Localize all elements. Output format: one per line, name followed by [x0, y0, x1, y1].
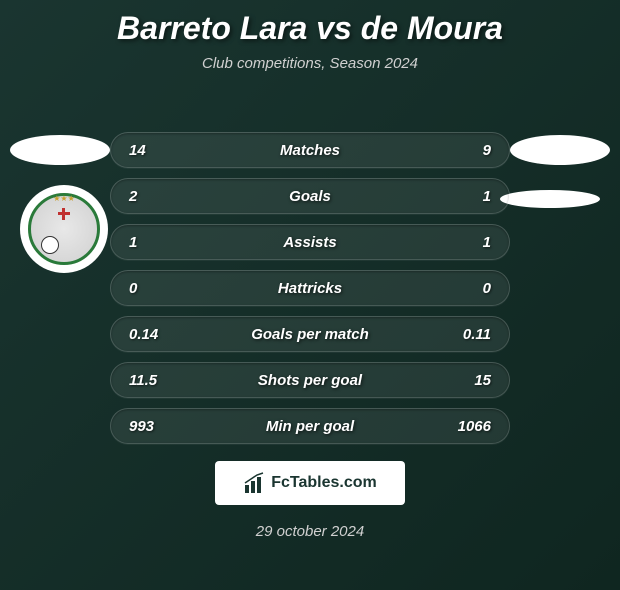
stat-row: 0.14 Goals per match 0.11 — [110, 316, 510, 352]
subtitle: Club competitions, Season 2024 — [0, 55, 620, 72]
stat-right-value: 9 — [451, 142, 491, 159]
date-text: 29 october 2024 — [256, 523, 364, 540]
stat-left-value: 2 — [129, 188, 169, 205]
stat-row: 11.5 Shots per goal 15 — [110, 362, 510, 398]
badge-cross-icon — [58, 208, 70, 220]
stat-label: Hattricks — [278, 280, 342, 297]
page-title: Barreto Lara vs de Moura — [0, 10, 620, 47]
stat-left-value: 993 — [129, 418, 169, 435]
chart-icon — [243, 471, 267, 495]
stat-left-value: 1 — [129, 234, 169, 251]
stat-row: 0 Hattricks 0 — [110, 270, 510, 306]
stat-right-value: 0.11 — [451, 326, 491, 343]
stat-row: 993 Min per goal 1066 — [110, 408, 510, 444]
stat-row: 2 Goals 1 — [110, 178, 510, 214]
stat-left-value: 11.5 — [129, 372, 169, 389]
badge-inner — [28, 193, 100, 265]
stat-label: Goals — [289, 188, 331, 205]
stat-label: Matches — [280, 142, 340, 159]
stat-left-value: 14 — [129, 142, 169, 159]
stat-row: 1 Assists 1 — [110, 224, 510, 260]
stat-right-value: 15 — [451, 372, 491, 389]
stats-container: 14 Matches 9 2 Goals 1 1 Assists 1 0 Hat… — [110, 132, 510, 454]
stat-row: 14 Matches 9 — [110, 132, 510, 168]
stat-left-value: 0.14 — [129, 326, 169, 343]
player-right-avatar — [510, 135, 610, 165]
stat-label: Goals per match — [251, 326, 369, 343]
stat-label: Assists — [283, 234, 336, 251]
stat-right-value: 1 — [451, 188, 491, 205]
stat-right-value: 1066 — [451, 418, 491, 435]
player-left-avatar — [10, 135, 110, 165]
badge-ball-icon — [41, 236, 59, 254]
stat-left-value: 0 — [129, 280, 169, 297]
logo-text: FcTables.com — [271, 474, 377, 492]
club-right-placeholder — [500, 190, 600, 208]
logo-box: FcTables.com — [215, 461, 405, 505]
stat-right-value: 0 — [451, 280, 491, 297]
club-left-badge — [20, 185, 108, 273]
stat-right-value: 1 — [451, 234, 491, 251]
stat-label: Shots per goal — [258, 372, 362, 389]
stat-label: Min per goal — [266, 418, 354, 435]
